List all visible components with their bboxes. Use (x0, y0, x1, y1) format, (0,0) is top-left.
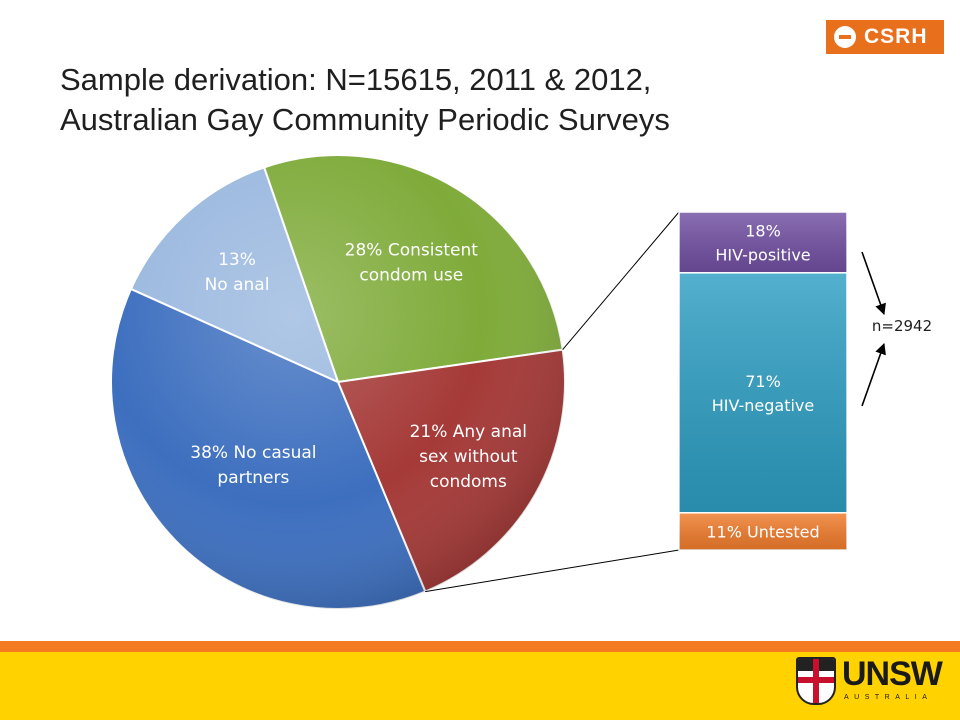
csrh-logo: CSRH (826, 20, 944, 54)
n-label: n=2942 (872, 317, 932, 335)
csrh-emblem-icon (834, 26, 856, 48)
n-arrows: n=2942 (861, 251, 932, 407)
chart-area: 28% Consistent condom use 21% Any anal sex … (110, 154, 932, 610)
connector-top (562, 211, 680, 350)
bar-label-11-untested: 11% Untested (706, 522, 819, 541)
title-line-2: Australian Gay Community Periodic Survey… (60, 102, 670, 137)
pie-label-38-no-casual-partners: 38% No casual partners (190, 443, 316, 488)
arrow-up-icon (861, 342, 886, 407)
slide-title: Sample derivation: N=15615, 2011 & 2012,… (60, 60, 820, 140)
bar-segment-71-hiv-negative (678, 272, 848, 514)
pie-label-21-any-anal-sex-without-condoms: 21% Any anal sex without condoms (410, 422, 527, 492)
pie-label-13-no-anal: 13% No anal (205, 250, 270, 295)
bar-label-71-hiv-negative: 71% HIV-negative (712, 372, 815, 415)
unsw-logo: UNSW AUSTRALIA (792, 655, 943, 715)
connector-bottom (425, 549, 680, 593)
unsw-logo-subtext: AUSTRALIA (844, 694, 933, 701)
footer-orange-band (0, 641, 960, 652)
pie-bar-connectors (425, 211, 680, 593)
unsw-crest-icon (796, 657, 836, 705)
bar-label-18-hiv-positive: 18% HIV-positive (715, 221, 810, 264)
arrow-down-icon (861, 251, 886, 316)
csrh-logo-text: CSRH (864, 25, 928, 48)
title-line-1: Sample derivation: N=15615, 2011 & 2012, (60, 62, 652, 97)
pie-label-28-consistent-condom-use: 28% Consistent condom use (345, 240, 479, 285)
unsw-logo-text: UNSW (842, 655, 943, 693)
stacked-bar-chart: 18% HIV-positive 71% HIV-negative 11% Untest… (678, 211, 848, 551)
pie-chart: 28% Consistent condom use 21% Any anal sex … (110, 154, 566, 610)
